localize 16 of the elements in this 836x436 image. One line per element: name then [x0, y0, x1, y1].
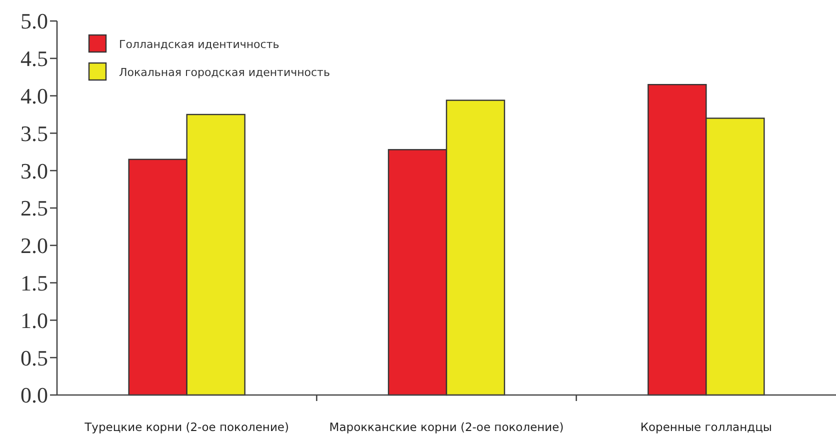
- legend-label: Локальная городская идентичность: [119, 66, 330, 79]
- x-tick-label: Турецкие корни (2-ое поколение): [84, 420, 290, 434]
- y-tick-label: 4.5: [20, 46, 48, 72]
- y-tick-label: 0.0: [20, 382, 48, 408]
- x-tick-label: Марокканские корни (2-ое поколение): [329, 420, 564, 434]
- y-tick-label: 1.0: [20, 308, 48, 333]
- y-tick-label: 3.0: [20, 158, 48, 184]
- x-tick-label: Коренные голландцы: [640, 420, 772, 434]
- y-tick-label: 0.5: [20, 345, 48, 370]
- y-tick-label: 1.5: [20, 270, 48, 296]
- y-tick-label: 4.0: [20, 84, 48, 108]
- y-tick-label: 2.5: [20, 196, 48, 221]
- y-tick-label: 2.0: [20, 233, 48, 258]
- legend-label: Голландская идентичность: [119, 38, 280, 51]
- y-tick-label: 5.0: [20, 8, 48, 34]
- y-tick-label: 3.5: [20, 120, 48, 146]
